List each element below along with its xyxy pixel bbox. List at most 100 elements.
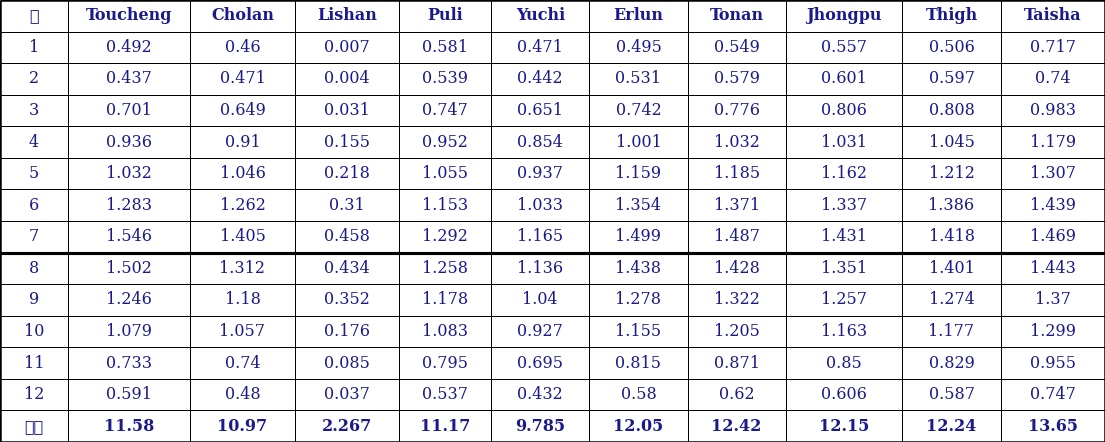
Text: 0.492: 0.492 [106, 39, 151, 56]
Text: 1.351: 1.351 [821, 260, 867, 277]
Text: 1.299: 1.299 [1030, 323, 1076, 340]
Text: 1.428: 1.428 [714, 260, 759, 277]
Text: 합계: 합계 [24, 418, 43, 435]
Text: 1.312: 1.312 [220, 260, 265, 277]
Text: 1.257: 1.257 [821, 291, 867, 309]
Text: 1.386: 1.386 [928, 197, 975, 214]
Text: 0.432: 0.432 [517, 386, 564, 403]
Text: 0.936: 0.936 [106, 133, 151, 151]
Text: 0.747: 0.747 [1030, 386, 1076, 403]
Text: 1.001: 1.001 [615, 133, 662, 151]
Text: 1.046: 1.046 [220, 165, 265, 182]
Text: 0.004: 0.004 [324, 70, 370, 88]
Text: 1.292: 1.292 [422, 228, 469, 245]
Text: 1.205: 1.205 [714, 323, 759, 340]
Text: 1.033: 1.033 [517, 197, 564, 214]
Text: Toucheng: Toucheng [86, 7, 172, 24]
Text: 1.546: 1.546 [106, 228, 151, 245]
Text: 1.278: 1.278 [615, 291, 662, 309]
Text: 0.085: 0.085 [324, 354, 370, 372]
Text: 0.808: 0.808 [928, 102, 975, 119]
Text: 1.322: 1.322 [714, 291, 759, 309]
Text: 1.055: 1.055 [422, 165, 469, 182]
Text: 1.37: 1.37 [1035, 291, 1071, 309]
Text: 1.159: 1.159 [615, 165, 662, 182]
Text: 1.439: 1.439 [1030, 197, 1076, 214]
Text: 1.18: 1.18 [224, 291, 261, 309]
Text: 2.267: 2.267 [322, 418, 372, 435]
Text: 1.274: 1.274 [928, 291, 975, 309]
Text: 0.352: 0.352 [324, 291, 370, 309]
Text: 0.581: 0.581 [422, 39, 469, 56]
Text: 0.495: 0.495 [615, 39, 662, 56]
Text: 0.007: 0.007 [324, 39, 370, 56]
Text: 8: 8 [29, 260, 39, 277]
Text: 0.91: 0.91 [224, 133, 261, 151]
Text: 5: 5 [29, 165, 39, 182]
Text: 7: 7 [29, 228, 39, 245]
Text: 0.733: 0.733 [106, 354, 151, 372]
Text: 월: 월 [29, 7, 39, 24]
Text: 11: 11 [23, 354, 44, 372]
Text: 10.97: 10.97 [218, 418, 267, 435]
Text: 0.587: 0.587 [928, 386, 975, 403]
Text: Tonan: Tonan [709, 7, 764, 24]
Text: 0.46: 0.46 [224, 39, 261, 56]
Text: 0.651: 0.651 [517, 102, 564, 119]
Text: 6: 6 [29, 197, 39, 214]
Text: Lishan: Lishan [317, 7, 377, 24]
Text: 1.405: 1.405 [220, 228, 265, 245]
Text: 0.434: 0.434 [324, 260, 370, 277]
Text: 0.795: 0.795 [422, 354, 469, 372]
Text: 0.742: 0.742 [615, 102, 661, 119]
Text: 12: 12 [23, 386, 44, 403]
Text: Taisha: Taisha [1024, 7, 1082, 24]
Text: 9.785: 9.785 [515, 418, 566, 435]
Text: 0.557: 0.557 [821, 39, 867, 56]
Text: 0.74: 0.74 [1035, 70, 1071, 88]
Text: 0.549: 0.549 [714, 39, 759, 56]
Text: 1.499: 1.499 [615, 228, 662, 245]
Text: Jhongpu: Jhongpu [807, 7, 882, 24]
Text: 0.539: 0.539 [422, 70, 469, 88]
Text: 12.42: 12.42 [712, 418, 761, 435]
Text: 1.153: 1.153 [422, 197, 469, 214]
Text: 1.179: 1.179 [1030, 133, 1076, 151]
Text: 0.815: 0.815 [615, 354, 662, 372]
Text: 0.591: 0.591 [106, 386, 151, 403]
Text: 1.262: 1.262 [220, 197, 265, 214]
Text: 0.806: 0.806 [821, 102, 867, 119]
Text: 12.15: 12.15 [819, 418, 870, 435]
Text: 0.437: 0.437 [106, 70, 151, 88]
Text: 1.487: 1.487 [714, 228, 759, 245]
Text: 0.829: 0.829 [928, 354, 975, 372]
Text: 3: 3 [29, 102, 39, 119]
Text: Yuchi: Yuchi [516, 7, 565, 24]
Text: 0.927: 0.927 [517, 323, 564, 340]
Text: 1.031: 1.031 [821, 133, 867, 151]
Text: 1.057: 1.057 [220, 323, 265, 340]
Text: 0.701: 0.701 [106, 102, 151, 119]
Text: 1.418: 1.418 [928, 228, 975, 245]
Text: 0.955: 0.955 [1030, 354, 1076, 372]
Text: 0.218: 0.218 [324, 165, 370, 182]
Text: 1.079: 1.079 [106, 323, 151, 340]
Text: 0.458: 0.458 [324, 228, 370, 245]
Text: 1.354: 1.354 [615, 197, 662, 214]
Text: 12.05: 12.05 [613, 418, 664, 435]
Text: 0.176: 0.176 [324, 323, 370, 340]
Text: 1.469: 1.469 [1030, 228, 1076, 245]
Text: 1.165: 1.165 [517, 228, 564, 245]
Text: 0.48: 0.48 [224, 386, 261, 403]
Text: 0.031: 0.031 [324, 102, 370, 119]
Text: 13.65: 13.65 [1028, 418, 1077, 435]
Text: 0.606: 0.606 [821, 386, 867, 403]
Text: 1.258: 1.258 [422, 260, 469, 277]
Text: 1.431: 1.431 [821, 228, 867, 245]
Text: 0.649: 0.649 [220, 102, 265, 119]
Text: 10: 10 [23, 323, 44, 340]
Text: 0.601: 0.601 [821, 70, 867, 88]
Text: 0.037: 0.037 [324, 386, 370, 403]
Text: 0.58: 0.58 [621, 386, 656, 403]
Text: 1.371: 1.371 [714, 197, 760, 214]
